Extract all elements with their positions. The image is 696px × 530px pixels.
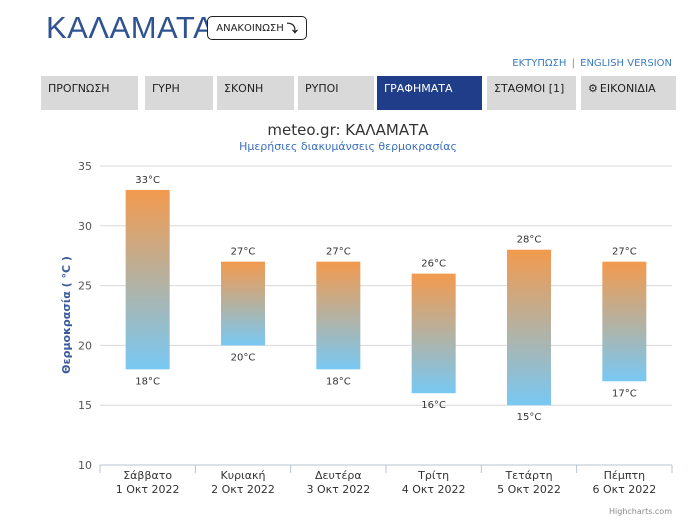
main-tabs: ΠΡΟΓΝΩΣΗ ΓΥΡΗ ΣΚΟΝΗ ΡΥΠΟΙ ΓΡΑΦΗΜΑΤΑ ΣΤΑΘ… (41, 76, 676, 110)
max-temp-label: 27°C (326, 247, 351, 258)
arrow-turn-down-icon: ⤵ (286, 22, 298, 35)
tab-dust[interactable]: ΣΚΟΝΗ (217, 76, 294, 110)
min-temp-label: 20°C (231, 352, 256, 363)
tab-label: ΠΡΟΓΝΩΣΗ (48, 82, 110, 95)
y-tick-label: 10 (78, 459, 92, 472)
notice-button[interactable]: ΑΝΑΚΟΙΝΩΣΗ ⤵ (207, 16, 307, 40)
x-category-day: Τετάρτη (504, 469, 552, 482)
tab-label: ΕΙΚΟΝΙΔΙΑ (599, 82, 656, 95)
y-tick-label: 15 (78, 399, 92, 412)
bar-layer (125, 189, 647, 406)
english-version-link[interactable]: ENGLISH VERSION (580, 58, 672, 69)
temperature-range-bar (221, 261, 265, 346)
tab-pollutants[interactable]: ΡΥΠΟΙ (298, 76, 374, 110)
x-category-day: Πέμπτη (604, 469, 645, 482)
x-category-date: 4 Οκτ 2022 (402, 483, 466, 496)
x-category-date: 2 Οκτ 2022 (211, 483, 275, 496)
highcharts-credits[interactable]: Highcharts.com (609, 507, 672, 516)
y-tick-label: 20 (78, 339, 92, 352)
temperature-range-bar (125, 189, 170, 370)
x-category-day: Κυριακή (221, 469, 266, 482)
link-separator: | (571, 58, 575, 69)
max-temp-label: 27°C (612, 247, 637, 258)
tab-label: ΓΡΑΦΗΜΑΤΑ (384, 82, 453, 95)
y-tick-label: 30 (78, 220, 92, 233)
y-axis-label: Θερμοκρασία ( °C ) (60, 256, 73, 374)
x-category-day: Τρίτη (417, 469, 449, 482)
x-category-date: 1 Οκτ 2022 (116, 483, 180, 496)
min-temp-label: 18°C (135, 376, 160, 387)
gear-icon: ⚙ (588, 82, 598, 95)
x-category-date: 3 Οκτ 2022 (306, 483, 370, 496)
y-tick-label: 35 (78, 160, 92, 173)
tab-charts[interactable]: ΓΡΑΦΗΜΑΤΑ (377, 76, 482, 110)
tab-pollen[interactable]: ΓΥΡΗ (145, 76, 213, 110)
tab-label: ΡΥΠΟΙ (305, 82, 339, 95)
x-category-date: 6 Οκτ 2022 (592, 483, 656, 496)
max-temp-label: 26°C (421, 259, 446, 270)
min-temp-label: 15°C (517, 412, 542, 423)
tab-stations[interactable]: ΣΤΑΘΜΟΙ [1] (487, 76, 576, 110)
chart-title: meteo.gr: ΚΑΛΑΜΑΤΑ (267, 121, 429, 139)
min-temp-label: 17°C (612, 388, 637, 399)
max-temp-label: 27°C (231, 247, 256, 258)
grid-layer (99, 165, 673, 473)
tab-label: ΣΤΑΘΜΟΙ [1] (494, 82, 565, 95)
x-category-day: Δευτέρα (315, 469, 362, 482)
chart-subtitle: Ημερήσιες διακυμάνσεις θερμοκρασίας (239, 140, 457, 153)
min-temp-label: 18°C (326, 376, 351, 387)
top-links: ΕΚΤΥΠΩΣΗ | ENGLISH VERSION (512, 58, 672, 69)
x-category-day: Σάββατο (123, 469, 172, 482)
x-category-date: 5 Οκτ 2022 (497, 483, 561, 496)
tab-label: ΓΥΡΗ (152, 82, 180, 95)
print-link[interactable]: ΕΚΤΥΠΩΣΗ (512, 58, 567, 69)
tab-forecast[interactable]: ΠΡΟΓΝΩΣΗ (41, 76, 138, 110)
tab-icons[interactable]: ⚙ ΕΙΚΟΝΙΔΙΑ (581, 76, 676, 110)
temperature-range-bar (602, 261, 647, 382)
max-temp-label: 28°C (517, 235, 542, 246)
city-title: ΚΑΛΑΜΑΤΑ (46, 10, 215, 45)
temperature-range-bar (316, 261, 361, 370)
y-tick-label: 25 (78, 280, 92, 293)
min-temp-label: 16°C (421, 400, 446, 411)
tab-label: ΣΚΟΝΗ (224, 82, 264, 95)
notice-button-label: ΑΝΑΚΟΙΝΩΣΗ (216, 22, 284, 34)
temperature-range-bar (507, 249, 551, 406)
temperature-range-bar (411, 273, 456, 394)
max-temp-label: 33°C (135, 175, 160, 186)
